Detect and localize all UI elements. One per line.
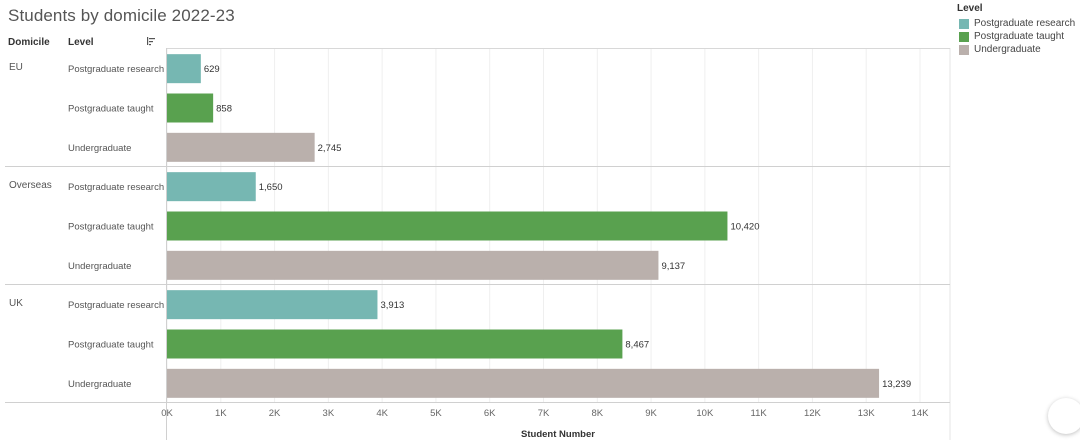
x-tick-label: 12K — [804, 408, 822, 419]
legend-label: Postgraduate research — [974, 18, 1076, 29]
level-label: Postgraduate research — [68, 182, 164, 193]
floating-action-button[interactable] — [1048, 398, 1080, 434]
x-tick-label: 0K — [161, 408, 173, 419]
level-label: Postgraduate research — [68, 64, 164, 75]
x-tick-label: 6K — [484, 408, 496, 419]
data-label: 858 — [216, 104, 232, 115]
bar[interactable] — [167, 250, 659, 280]
legend-label: Undergraduate — [974, 44, 1041, 55]
domicile-label: Overseas — [9, 180, 52, 191]
level-label: Undergraduate — [68, 379, 131, 390]
data-label: 1,650 — [259, 182, 283, 193]
level-header: Level — [68, 37, 94, 48]
x-tick-label: 1K — [215, 408, 227, 419]
legend: Level Postgraduate research Postgraduate… — [957, 3, 1075, 56]
level-label: Postgraduate research — [68, 300, 164, 311]
domicile-label: EU — [9, 62, 23, 73]
bar[interactable] — [167, 211, 728, 241]
x-tick-label: 14K — [912, 408, 930, 419]
x-tick-label: 3K — [323, 408, 335, 419]
bar[interactable] — [167, 93, 214, 123]
level-label: Undergraduate — [68, 143, 131, 154]
level-label: Postgraduate taught — [68, 104, 154, 115]
bar[interactable] — [167, 132, 315, 162]
level-label: Undergraduate — [68, 261, 131, 272]
data-label: 8,467 — [625, 340, 649, 351]
bar[interactable] — [167, 172, 256, 202]
x-tick-label: 8K — [591, 408, 603, 419]
legend-item-undergraduate[interactable]: Undergraduate — [957, 43, 1075, 56]
x-tick-label: 7K — [538, 408, 550, 419]
bar[interactable] — [167, 329, 623, 359]
x-tick-label: 10K — [696, 408, 714, 419]
legend-swatch — [959, 44, 969, 55]
domicile-header: Domicile — [8, 37, 50, 48]
level-label: Postgraduate taught — [68, 222, 154, 233]
sort-icon[interactable] — [146, 36, 156, 46]
x-tick-label: 5K — [430, 408, 442, 419]
data-label: 13,239 — [882, 379, 911, 390]
legend-item-postgraduate-research[interactable]: Postgraduate research — [957, 17, 1075, 30]
bar[interactable] — [167, 290, 378, 320]
x-tick-label: 11K — [751, 408, 768, 419]
legend-swatch — [959, 18, 969, 29]
level-label: Postgraduate taught — [68, 340, 154, 351]
x-axis-title: Student Number — [521, 429, 595, 440]
legend-label: Postgraduate taught — [974, 31, 1065, 42]
domicile-label: UK — [9, 298, 23, 309]
x-tick-label: 2K — [269, 408, 281, 419]
chart-title: Students by domicile 2022-23 — [8, 6, 235, 25]
data-label: 3,913 — [380, 300, 404, 311]
data-label: 629 — [204, 64, 220, 75]
bar[interactable] — [167, 368, 880, 398]
data-label: 9,137 — [661, 261, 685, 272]
data-label: 10,420 — [730, 222, 759, 233]
x-tick-label: 13K — [858, 408, 876, 419]
x-tick-label: 4K — [376, 408, 388, 419]
x-tick-label: 9K — [645, 408, 657, 419]
legend-title: Level — [957, 3, 983, 14]
legend-swatch — [959, 31, 969, 42]
data-label: 2,745 — [318, 143, 342, 154]
bar[interactable] — [167, 54, 201, 84]
legend-item-postgraduate-taught[interactable]: Postgraduate taught — [957, 30, 1075, 43]
